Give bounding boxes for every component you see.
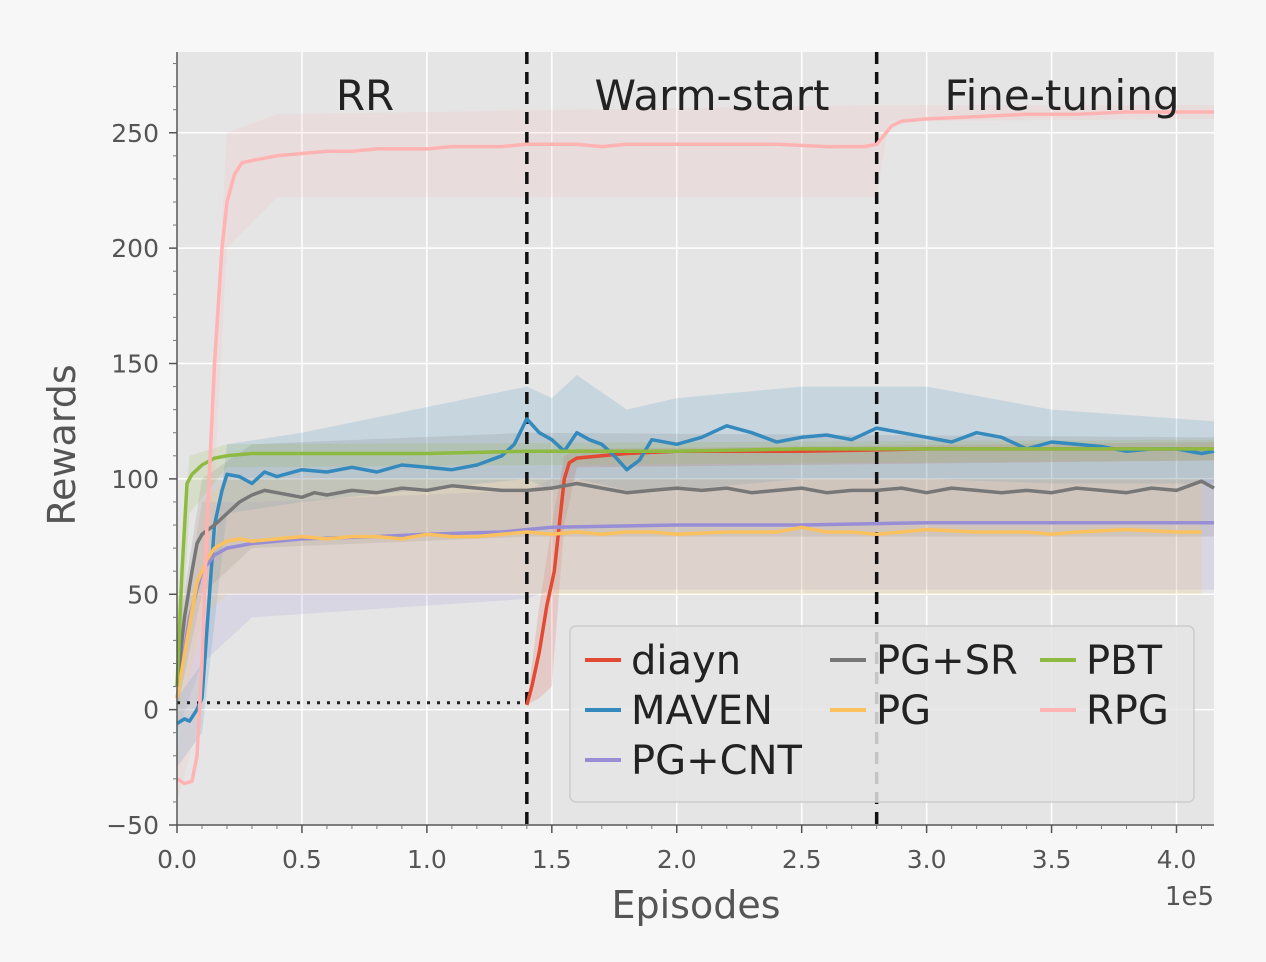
band-pg-sr: [177, 432, 1214, 710]
band-pg: [177, 478, 1202, 733]
band-pbt: [177, 439, 1214, 710]
x-tick-label: 1.0: [407, 845, 447, 874]
x-axis-title: Episodes: [611, 883, 780, 927]
series-line-pg: [175, 525, 1202, 699]
legend-label-pg-sr: PG+SR: [876, 638, 1018, 684]
legend-label-maven: MAVEN: [631, 688, 773, 734]
legend-label-pbt: PBT: [1086, 638, 1163, 684]
phase-label-fine-tuning: Fine-tuning: [944, 71, 1179, 120]
x-tick-label: 0.5: [282, 845, 322, 874]
phase-labels: RR Warm-start Fine-tuning: [336, 71, 1180, 120]
legend-label-pg: PG: [876, 688, 931, 734]
phase-label-warm-start: Warm-start: [595, 71, 830, 120]
y-tick-label: 200: [111, 234, 159, 263]
x-tick-label: 2.0: [657, 845, 697, 874]
y-axis-title: Rewards: [40, 364, 84, 525]
y-tick-label: 0: [143, 696, 159, 725]
x-tick-label: 1.5: [532, 845, 572, 874]
legend-box: [569, 625, 1195, 803]
y-tick-label: −50: [106, 811, 159, 840]
y-tick-label: 50: [127, 580, 159, 609]
legend-label-rpg: RPG: [1086, 688, 1169, 734]
series-line-pg-cnt: [175, 520, 1214, 699]
y-tick-label: 250: [111, 119, 159, 148]
band-maven: [177, 375, 1214, 768]
series-lines: [175, 110, 1215, 786]
x-tick-label: 3.0: [907, 845, 947, 874]
x-tick-label: 3.5: [1032, 845, 1072, 874]
series-line-pbt: [175, 447, 1214, 687]
x-axis-multiplier: 1e5: [1165, 882, 1214, 912]
band-pg-cnt: [177, 478, 1214, 733]
x-tick-label: 0.0: [157, 845, 197, 874]
confidence-bands: [177, 105, 1214, 802]
legend-label-pg-cnt: PG+CNT: [631, 738, 802, 784]
x-tick-label: 4.0: [1157, 845, 1197, 874]
x-tick-label: 2.5: [782, 845, 822, 874]
series-line-rpg: [176, 110, 1214, 786]
series-line-maven: [176, 417, 1215, 725]
series-line-pg-sr: [175, 479, 1215, 687]
legend: diayn PG+SR PBT MAVEN PG RPG PG+CNT: [569, 625, 1195, 803]
band-rpg: [177, 105, 1214, 802]
y-tick-label: 150: [111, 350, 159, 379]
y-tick-label: 100: [111, 465, 159, 494]
phase-label-rr: RR: [336, 71, 394, 120]
axes: 0.0 0.5 1.0 1.5 2.0 2.5 3.0 3.5 4.0 −50 0 50 100 150 2…: [106, 52, 1214, 874]
legend-label-diayn: diayn: [631, 638, 741, 684]
